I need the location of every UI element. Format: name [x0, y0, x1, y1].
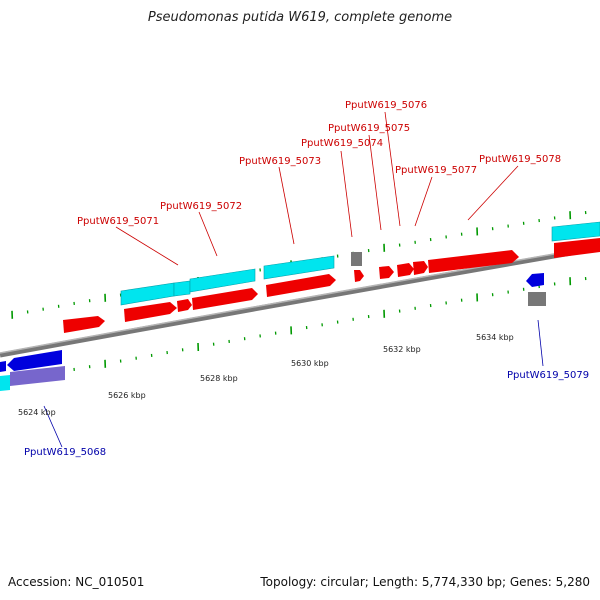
gene-label[interactable]: PputW619_5076	[345, 100, 427, 111]
gene-label[interactable]: PputW619_5074	[301, 138, 383, 149]
gene-label[interactable]: PputW619_5077	[395, 165, 477, 176]
scale-label: 5632 kbp	[383, 345, 421, 354]
gene-labels: PputW619_5071 PputW619_5072 PputW619_507…	[24, 100, 589, 458]
map-title: Pseudomonas putida W619, complete genome	[147, 10, 453, 25]
rna-feature-2[interactable]	[173, 280, 191, 297]
scale-label: 5624 kbp	[18, 408, 56, 417]
scale-label: 5628 kbp	[200, 374, 238, 383]
cds-feature-5078[interactable]	[428, 250, 519, 273]
gene-label[interactable]: PputW619_5071	[77, 216, 159, 227]
scale-label: 5630 kbp	[291, 359, 329, 368]
cds-feature-5080[interactable]	[554, 238, 600, 258]
cds-feature-5074[interactable]	[354, 270, 364, 282]
genome-backbone	[0, 245, 600, 358]
cds-feature-5071[interactable]	[124, 302, 177, 322]
genome-summary-text: Topology: circular; Length: 5,774,330 bp…	[260, 575, 590, 589]
scale-labels: 5624 kbp 5626 kbp 5628 kbp 5630 kbp 5632…	[18, 333, 514, 417]
cds-feature-5068-blue[interactable]	[0, 361, 6, 372]
cds-feature-5079[interactable]	[526, 273, 544, 287]
accession-text: Accession: NC_010501	[8, 575, 145, 589]
cds-feature-5077[interactable]	[413, 261, 428, 275]
label-connectors	[43, 111, 544, 448]
cds-feature-5076[interactable]	[397, 263, 414, 277]
gene-label[interactable]: PputW619_5075	[328, 123, 410, 134]
rna-feature-edge[interactable]	[0, 375, 10, 391]
scale-label: 5626 kbp	[108, 391, 146, 400]
rna-feature-4[interactable]	[263, 255, 335, 280]
cds-feature-5072[interactable]	[192, 288, 258, 310]
cds-feature-5072a[interactable]	[177, 299, 192, 312]
pseudo-feature-5079[interactable]	[528, 292, 546, 306]
rna-feature-3[interactable]	[189, 268, 256, 293]
scale-label: 5634 kbp	[476, 333, 514, 342]
cds-feature-5070[interactable]	[63, 316, 105, 333]
gene-label[interactable]: PputW619_5068	[24, 447, 106, 458]
gene-label[interactable]: PputW619_5073	[239, 156, 321, 167]
rna-feature-5[interactable]	[551, 221, 600, 242]
gene-label[interactable]: PputW619_5072	[160, 201, 242, 212]
feature-track	[0, 221, 600, 391]
cds-feature-5073[interactable]	[266, 274, 336, 297]
pseudo-feature-5074[interactable]	[351, 252, 362, 266]
rna-feature-5068[interactable]	[10, 366, 65, 386]
gene-label[interactable]: PputW619_5078	[479, 154, 561, 165]
gene-label[interactable]: PputW619_5079	[507, 370, 589, 381]
inner-tick-ring	[11, 276, 587, 385]
rna-feature-1[interactable]	[120, 282, 175, 306]
cds-feature-5075[interactable]	[379, 266, 394, 279]
cds-feature-5069[interactable]	[7, 350, 62, 371]
